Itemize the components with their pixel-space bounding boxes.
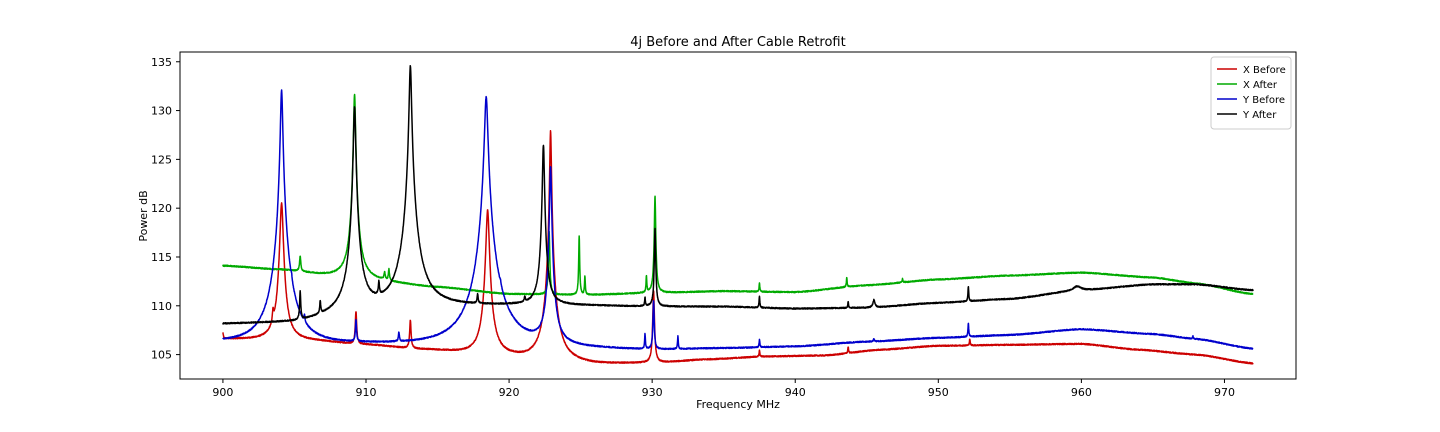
y-tick-label: 120 (151, 202, 172, 215)
y-tick-label: 130 (151, 105, 172, 118)
y-tick-label: 105 (151, 349, 172, 362)
x-tick-label: 950 (928, 386, 949, 399)
legend-label: X After (1243, 80, 1278, 91)
x-axis-label: Frequency MHz (696, 398, 780, 411)
legend-label: Y After (1242, 110, 1277, 121)
x-tick-label: 940 (785, 386, 806, 399)
x-tick-label: 930 (642, 386, 663, 399)
axes: 900 910 920 930 940 950 960 970 105 110 115 120 125 1… (151, 51, 1297, 399)
x-tick-label: 970 (1214, 386, 1235, 399)
legend: X Before X After Y Before Y After (1210, 56, 1292, 130)
x-tick-label: 910 (356, 386, 377, 399)
legend-box (1210, 56, 1292, 130)
y-tick-label: 135 (151, 56, 172, 69)
x-tick-label: 960 (1071, 386, 1092, 399)
chart-title: 4j Before and After Cable Retrofit (630, 35, 845, 50)
series-line-y-before (222, 89, 1254, 351)
y-tick-label: 115 (151, 251, 172, 264)
x-tick-label: 900 (212, 386, 233, 399)
legend-label: Y Before (1242, 95, 1285, 106)
legend-label: X Before (1243, 65, 1286, 76)
series-line-y-after (222, 65, 1254, 325)
x-tick-label: 920 (499, 386, 520, 399)
y-axis-label: Power dB (137, 190, 150, 241)
y-tick-label: 110 (151, 300, 172, 313)
series-line-x-before (222, 130, 1254, 365)
plot-frame (179, 51, 1297, 380)
series-line-x-after (222, 93, 1254, 296)
y-tick-label: 125 (151, 153, 172, 166)
